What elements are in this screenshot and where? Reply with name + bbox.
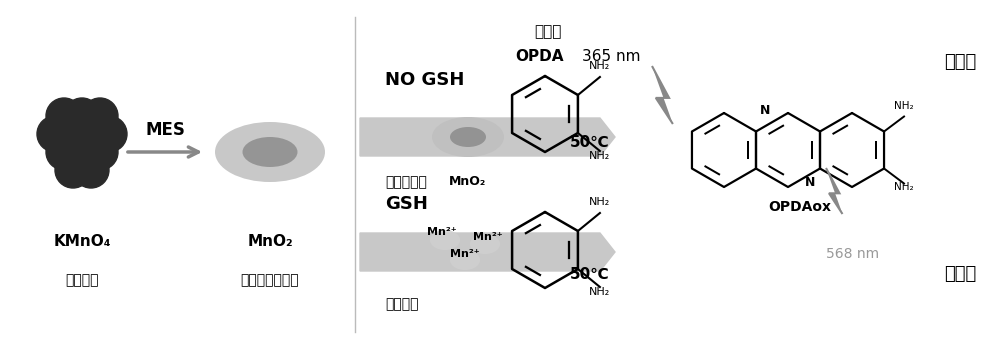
- Text: 50℃: 50℃: [570, 266, 610, 282]
- Circle shape: [64, 98, 100, 134]
- Text: MES: MES: [145, 121, 185, 139]
- Circle shape: [82, 98, 118, 134]
- Ellipse shape: [242, 137, 298, 167]
- Text: Mn²⁺: Mn²⁺: [427, 227, 457, 237]
- Text: NH₂: NH₂: [589, 61, 611, 71]
- Ellipse shape: [432, 117, 504, 157]
- Text: OPDA: OPDA: [516, 50, 564, 64]
- Polygon shape: [652, 66, 673, 124]
- Ellipse shape: [215, 122, 325, 182]
- Text: 无荧光: 无荧光: [944, 265, 976, 283]
- Text: 高锡酸钔: 高锡酸钔: [65, 273, 99, 287]
- Circle shape: [73, 116, 109, 152]
- Text: Mn²⁺: Mn²⁺: [473, 232, 503, 242]
- Text: N: N: [805, 176, 816, 189]
- Circle shape: [91, 116, 127, 152]
- Text: MnO₂: MnO₂: [449, 176, 487, 189]
- Text: NH₂: NH₂: [894, 101, 914, 112]
- Text: 苯二胺: 苯二胺: [534, 25, 562, 39]
- Text: KMnO₄: KMnO₄: [53, 234, 111, 250]
- Circle shape: [55, 116, 91, 152]
- Text: 谷胱甘肽: 谷胱甘肽: [385, 297, 418, 311]
- Text: NH₂: NH₂: [589, 197, 611, 207]
- Circle shape: [37, 116, 73, 152]
- Text: OPDAox: OPDAox: [768, 200, 832, 214]
- Text: NH₂: NH₂: [589, 151, 611, 161]
- Polygon shape: [826, 168, 842, 214]
- Circle shape: [73, 152, 109, 188]
- Text: 无谷胱甘肽: 无谷胱甘肽: [385, 175, 427, 189]
- Circle shape: [64, 134, 100, 170]
- Text: NO GSH: NO GSH: [385, 71, 464, 89]
- FancyArrow shape: [360, 118, 615, 156]
- Circle shape: [46, 98, 82, 134]
- Text: GSH: GSH: [385, 195, 428, 213]
- Text: Mn²⁺: Mn²⁺: [450, 249, 480, 259]
- Text: NH₂: NH₂: [589, 287, 611, 297]
- Ellipse shape: [450, 250, 480, 270]
- Text: 发荧光: 发荧光: [944, 53, 976, 71]
- Text: 568 nm: 568 nm: [826, 247, 879, 261]
- Text: 50℃: 50℃: [570, 134, 610, 150]
- Text: MnO₂: MnO₂: [247, 234, 293, 250]
- Text: 二氧化锤纳米片: 二氧化锤纳米片: [241, 273, 299, 287]
- Text: 365 nm: 365 nm: [582, 50, 640, 64]
- Circle shape: [82, 134, 118, 170]
- Text: N: N: [760, 104, 771, 117]
- Ellipse shape: [450, 127, 486, 147]
- Circle shape: [46, 134, 82, 170]
- Ellipse shape: [470, 234, 500, 254]
- Ellipse shape: [430, 230, 460, 250]
- FancyArrow shape: [360, 233, 615, 271]
- Text: NH₂: NH₂: [894, 182, 914, 193]
- Circle shape: [55, 152, 91, 188]
